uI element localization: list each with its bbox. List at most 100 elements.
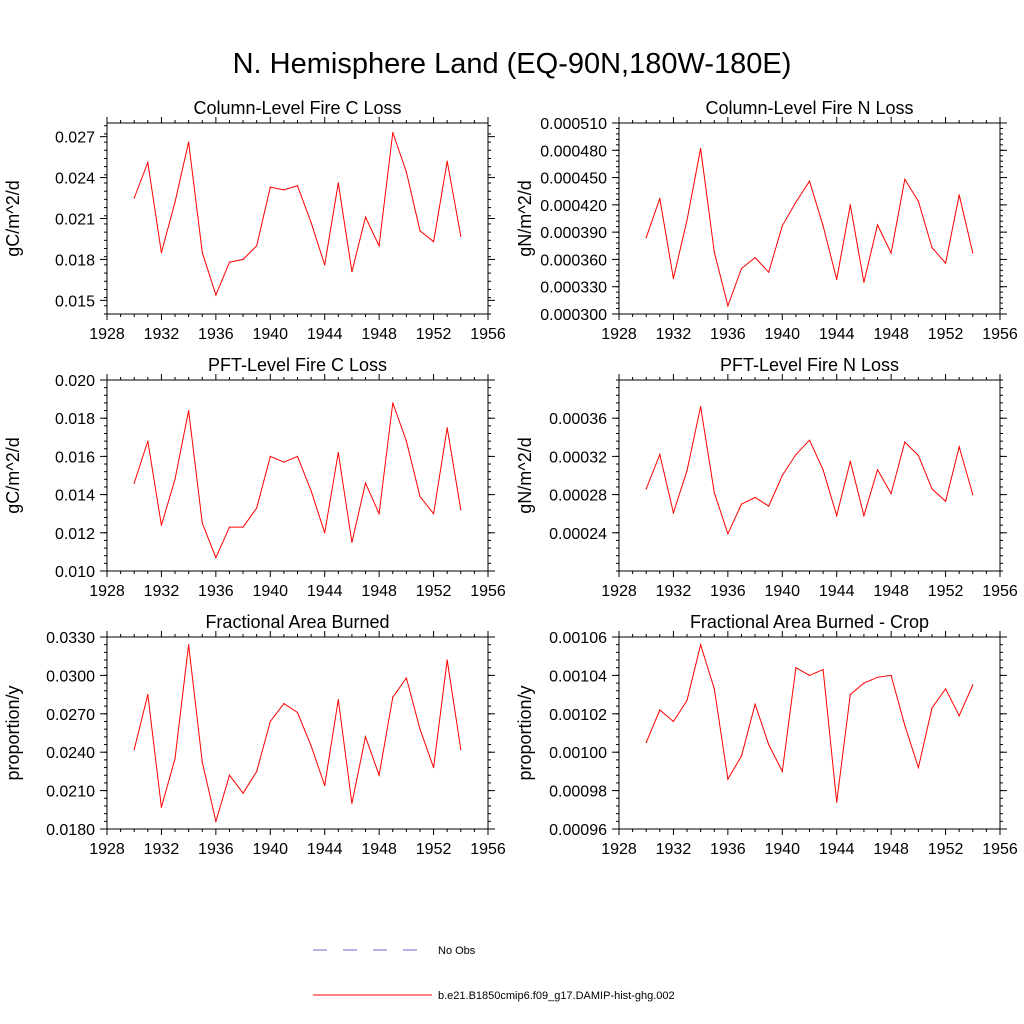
data-point — [713, 251, 715, 253]
data-point — [337, 699, 339, 701]
data-point — [795, 667, 797, 669]
x-tick-label: 1932 — [656, 583, 692, 600]
data-point — [337, 451, 339, 454]
data-point — [133, 197, 135, 199]
x-tick-label: 1928 — [601, 583, 637, 600]
chart-panel: Column-Level Fire C Loss gC/m^2/d 1928 1932… — [3, 98, 506, 343]
data-point — [917, 766, 919, 769]
data-point — [836, 801, 838, 803]
data-point — [296, 711, 299, 714]
data-point — [133, 749, 135, 751]
data-point — [378, 245, 380, 247]
data-point — [727, 778, 729, 780]
y-tick-label: 0.015 — [55, 293, 95, 310]
data-point — [958, 446, 960, 448]
y-tick-label: 0.000450 — [540, 171, 607, 188]
data-point — [432, 766, 435, 769]
panel-title: Fractional Area Burned — [205, 612, 389, 632]
data-point — [228, 261, 231, 263]
y-tick-label: 0.000510 — [540, 116, 607, 133]
plot-frame — [618, 122, 1001, 315]
y-tick-label: 0.024 — [55, 171, 95, 188]
data-point — [876, 469, 879, 471]
series-line — [645, 406, 974, 536]
y-tick-label: 0.027 — [55, 130, 95, 147]
x-tick-label: 1932 — [144, 583, 180, 600]
y-tick-label: 0.00098 — [549, 784, 607, 801]
y-tick-label: 0.0330 — [46, 630, 95, 647]
y-tick-label: 0.0210 — [46, 784, 95, 801]
x-tick-label: 1948 — [873, 583, 909, 600]
y-axis-label: gC/m^2/d — [3, 437, 23, 513]
y-tick-label: 0.00028 — [549, 488, 607, 505]
x-tick-label: 1948 — [361, 841, 397, 858]
data-point — [754, 703, 756, 705]
y-tick-label: 0.000480 — [540, 143, 607, 160]
x-tick-label: 1940 — [252, 841, 288, 858]
data-point — [160, 806, 163, 808]
chart-panel: PFT-Level Fire N Loss gN/m^2/d 1928 1932 193… — [515, 355, 1018, 600]
data-point — [419, 230, 421, 232]
y-tick-label: 0.00024 — [549, 526, 607, 543]
x-tick-label: 1956 — [470, 583, 506, 600]
data-point — [364, 482, 367, 484]
plot-frame — [618, 636, 1001, 830]
data-point — [713, 688, 715, 690]
y-tick-label: 0.018 — [55, 411, 95, 428]
y-tick-label: 0.00104 — [549, 668, 607, 685]
data-point — [160, 252, 163, 254]
data-point — [310, 745, 312, 747]
data-point — [672, 720, 675, 723]
data-point — [337, 182, 339, 184]
data-point — [931, 488, 933, 490]
data-point — [215, 557, 217, 559]
x-tick-label: 1932 — [144, 326, 180, 343]
data-point — [836, 278, 838, 281]
data-point — [904, 441, 906, 443]
data-point — [147, 694, 149, 696]
data-point — [808, 439, 811, 441]
data-point — [808, 674, 811, 677]
data-point — [324, 264, 326, 266]
data-point — [324, 784, 326, 787]
data-point — [256, 770, 258, 773]
x-tick-label: 1932 — [144, 841, 180, 858]
legend-label: No Obs — [438, 945, 476, 957]
data-point — [917, 454, 919, 457]
y-tick-label: 0.000420 — [540, 198, 607, 215]
data-point — [781, 770, 783, 773]
data-point — [944, 262, 947, 264]
data-point — [672, 512, 675, 514]
x-tick-label: 1944 — [307, 326, 343, 343]
data-point — [849, 694, 851, 696]
x-tick-label: 1952 — [928, 326, 964, 343]
data-point — [174, 758, 176, 760]
y-tick-label: 0.010 — [55, 564, 95, 581]
y-tick-label: 0.018 — [55, 252, 95, 269]
y-tick-label: 0.0300 — [46, 668, 95, 685]
panel-title: PFT-Level Fire N Loss — [720, 355, 899, 375]
data-point — [460, 509, 462, 511]
data-point — [460, 235, 462, 237]
data-point — [931, 247, 933, 249]
data-point — [713, 492, 715, 494]
data-point — [700, 147, 702, 150]
legend-label: b.e21.B1850cmip6.f09_g17.DAMIP-hist-ghg.… — [438, 990, 675, 1002]
data-point — [863, 515, 865, 517]
data-point — [201, 522, 203, 524]
y-tick-label: 0.00102 — [549, 707, 607, 724]
data-point — [378, 774, 380, 776]
x-tick-label: 1948 — [361, 326, 397, 343]
data-point — [215, 820, 217, 822]
data-point — [795, 201, 797, 203]
data-point — [890, 252, 892, 254]
data-point — [364, 216, 367, 218]
data-point — [147, 440, 149, 442]
data-point — [283, 461, 285, 463]
data-point — [283, 702, 285, 705]
x-tick-label: 1940 — [764, 583, 800, 600]
series-line — [645, 148, 974, 308]
data-point — [188, 409, 190, 412]
data-point — [432, 241, 435, 243]
